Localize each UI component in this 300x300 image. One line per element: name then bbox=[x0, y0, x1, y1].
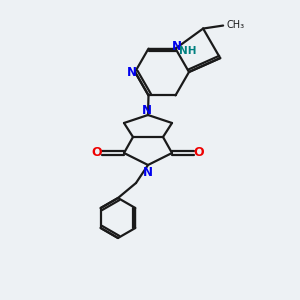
Text: N: N bbox=[127, 65, 137, 79]
Text: N: N bbox=[143, 166, 153, 179]
Text: NH: NH bbox=[179, 46, 197, 56]
Text: N: N bbox=[172, 40, 182, 53]
Text: O: O bbox=[92, 146, 102, 158]
Text: N: N bbox=[142, 103, 152, 116]
Text: CH₃: CH₃ bbox=[226, 20, 244, 30]
Text: O: O bbox=[194, 146, 204, 158]
